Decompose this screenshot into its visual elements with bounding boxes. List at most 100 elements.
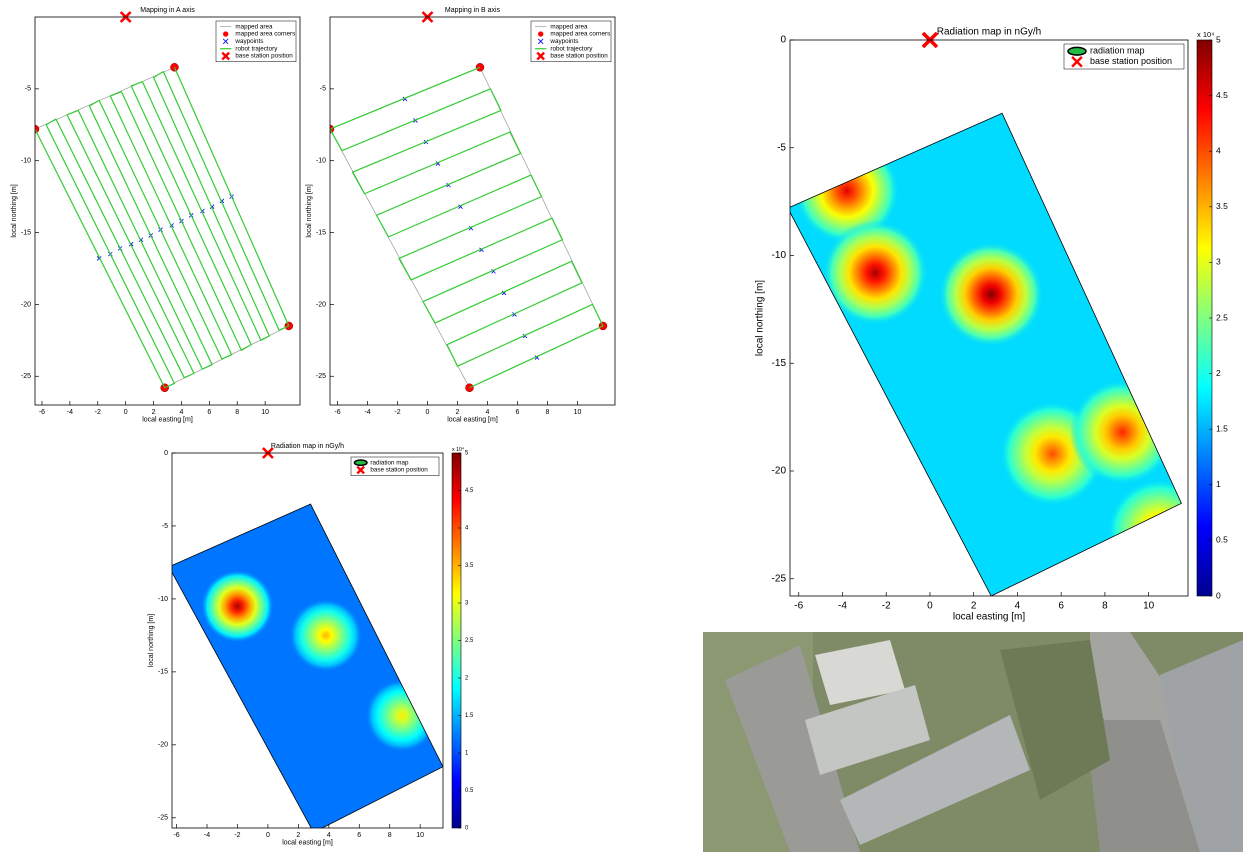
legend-symbol xyxy=(1068,47,1086,55)
chart: Mapping in A axis local easting [m] local … xyxy=(11,7,300,424)
colorbar-exponent: x 10⁴ xyxy=(1197,30,1214,39)
colorbar-tick-label: 0 xyxy=(1216,590,1221,600)
y-tick-label: -25 xyxy=(158,815,168,822)
x-tick-label: 2 xyxy=(296,832,300,839)
y-axis-label: local northing [m] xyxy=(11,184,18,237)
y-tick-label: -15 xyxy=(772,358,787,369)
colorbar-tick-label: 2.5 xyxy=(465,638,474,644)
legend-label: mapped area corners xyxy=(235,31,295,38)
y-tick-label: -5 xyxy=(777,142,786,153)
colorbar-tick-label: 3.5 xyxy=(1216,201,1228,211)
legend-label: mapped area xyxy=(235,23,273,30)
y-tick-label: -20 xyxy=(772,466,787,477)
x-tick-label: -2 xyxy=(234,832,240,839)
x-axis-label: local easting [m] xyxy=(953,612,1025,623)
y-axis-label: local northing [m] xyxy=(755,280,766,356)
colorbar-tick-label: 0 xyxy=(465,826,469,832)
colorbar-tick-label: 2.5 xyxy=(1216,312,1228,322)
y-tick-label: -10 xyxy=(772,250,787,261)
x-tick-label: -4 xyxy=(838,601,847,612)
colorbar-tick-label: 1.5 xyxy=(465,713,474,719)
x-tick-label: 8 xyxy=(546,409,550,416)
colorbar-tick-label: 0.5 xyxy=(1216,535,1228,545)
chart: Radiation map in nGy/h local easting [m] l… xyxy=(755,27,1228,623)
y-tick-label: 0 xyxy=(780,35,786,46)
legend-label: waypoints xyxy=(234,38,263,45)
hotspot xyxy=(201,570,274,643)
legend-label: base station position xyxy=(235,53,293,60)
plot-area xyxy=(35,17,300,405)
colorbar-tick-label: 0.5 xyxy=(465,788,474,794)
x-tick-label: 2 xyxy=(971,601,977,612)
x-tick-label: -4 xyxy=(364,409,370,416)
y-axis-label: local northing [m] xyxy=(306,184,313,237)
x-tick-label: 10 xyxy=(261,409,269,416)
colorbar-tick-label: 2 xyxy=(465,676,468,682)
chart-title: Mapping in A axis xyxy=(140,7,195,14)
legend-label: base station position xyxy=(370,467,428,474)
legend-symbol xyxy=(538,31,543,36)
legend-label: base station position xyxy=(1090,56,1172,66)
x-tick-label: 2 xyxy=(456,409,460,416)
y-tick-label: -25 xyxy=(316,373,326,380)
x-tick-label: -2 xyxy=(95,409,101,416)
legend-label: robot trajectory xyxy=(235,45,278,52)
x-tick-label: 2 xyxy=(152,409,156,416)
x-tick-label: -6 xyxy=(334,409,340,416)
figure: Mapping in A axis local easting [m] local … xyxy=(0,0,1243,852)
colorbar-tick-label: 4.5 xyxy=(1216,90,1228,100)
colorbar-tick-label: 5 xyxy=(465,451,469,457)
colorbar-tick-label: 1.5 xyxy=(1216,423,1228,433)
y-tick-label: -5 xyxy=(320,86,326,93)
y-tick-label: -25 xyxy=(772,573,787,584)
legend-label: robot trajectory xyxy=(550,45,593,52)
legend-symbol xyxy=(223,31,228,36)
x-tick-label: -6 xyxy=(39,409,45,416)
chart-title: Radiation map in nGy/h xyxy=(937,27,1042,38)
x-tick-label: -2 xyxy=(394,409,400,416)
y-axis-label: local northing [m] xyxy=(148,614,155,667)
colorbar-tick-label: 3.5 xyxy=(465,563,474,569)
y-tick-label: -5 xyxy=(25,86,31,93)
x-tick-label: -6 xyxy=(173,832,179,839)
x-axis-label: local easting [m] xyxy=(142,417,193,424)
x-tick-label: 0 xyxy=(266,832,270,839)
y-tick-label: -20 xyxy=(158,742,168,749)
x-tick-label: 10 xyxy=(574,409,582,416)
x-tick-label: 6 xyxy=(207,409,211,416)
legend-label: radiation map xyxy=(370,459,409,466)
x-axis-label: local easting [m] xyxy=(447,417,498,424)
y-tick-label: -20 xyxy=(21,301,31,308)
colorbar-tick-label: 3 xyxy=(465,601,469,607)
legend-label: mapped area xyxy=(550,23,588,30)
y-tick-label: -5 xyxy=(162,523,168,530)
chart: Mapping in B axis local easting [m] local … xyxy=(306,7,615,424)
x-tick-label: 4 xyxy=(1015,601,1021,612)
y-tick-label: 0 xyxy=(164,450,168,457)
x-tick-label: 0 xyxy=(426,409,430,416)
y-tick-label: -20 xyxy=(316,301,326,308)
x-axis-label: local easting [m] xyxy=(282,840,333,847)
plot-area xyxy=(330,17,615,405)
hotspot xyxy=(289,599,362,672)
colorbar-tick-label: 4 xyxy=(465,526,469,532)
x-tick-label: 6 xyxy=(357,832,361,839)
x-tick-label: 10 xyxy=(1143,601,1155,612)
y-tick-label: -10 xyxy=(21,158,31,165)
x-tick-label: 0 xyxy=(927,601,933,612)
colorbar-tick-label: 2 xyxy=(1216,368,1221,378)
colorbar-exponent: x 10⁴ xyxy=(452,447,464,453)
y-tick-label: -10 xyxy=(158,596,168,603)
colorbar-tick-label: 4.5 xyxy=(465,488,474,494)
x-tick-label: 8 xyxy=(1102,601,1108,612)
legend-label: radiation map xyxy=(1090,46,1145,56)
legend-label: base station position xyxy=(550,53,608,60)
x-tick-label: 6 xyxy=(516,409,520,416)
colorbar-tick-label: 1 xyxy=(1216,479,1221,489)
colorbar-tick-label: 5 xyxy=(1216,34,1221,44)
x-tick-label: 4 xyxy=(179,409,183,416)
x-tick-label: -4 xyxy=(204,832,210,839)
chart-title: Mapping in B axis xyxy=(445,7,501,14)
legend-symbol xyxy=(354,460,367,465)
